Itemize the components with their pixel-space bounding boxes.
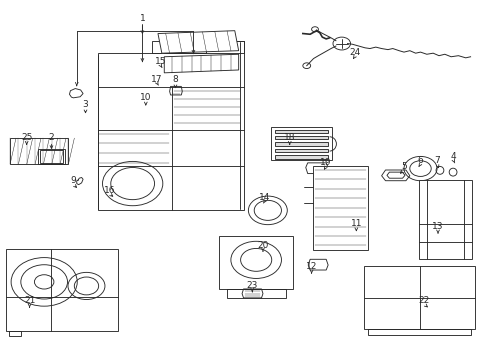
Text: 16: 16 bbox=[103, 185, 115, 194]
Polygon shape bbox=[164, 54, 238, 73]
Text: 20: 20 bbox=[257, 240, 268, 249]
Text: 21: 21 bbox=[24, 296, 35, 305]
Text: 17: 17 bbox=[151, 75, 163, 84]
Text: 11: 11 bbox=[350, 219, 361, 228]
Text: 8: 8 bbox=[172, 76, 178, 85]
Text: 3: 3 bbox=[82, 100, 88, 109]
Text: 25: 25 bbox=[21, 133, 32, 142]
Polygon shape bbox=[275, 130, 327, 133]
Polygon shape bbox=[363, 266, 474, 329]
Polygon shape bbox=[418, 180, 471, 259]
Polygon shape bbox=[312, 166, 368, 249]
Text: 9: 9 bbox=[70, 176, 76, 185]
Text: 10: 10 bbox=[140, 93, 151, 102]
Text: 6: 6 bbox=[417, 156, 423, 165]
Text: 14: 14 bbox=[259, 193, 270, 202]
Polygon shape bbox=[98, 41, 244, 210]
Text: 24: 24 bbox=[349, 48, 360, 57]
Text: 5: 5 bbox=[400, 162, 406, 171]
Text: 13: 13 bbox=[431, 222, 443, 231]
Polygon shape bbox=[275, 143, 327, 146]
Text: 18: 18 bbox=[284, 133, 295, 142]
Text: 4: 4 bbox=[450, 152, 455, 161]
Polygon shape bbox=[219, 236, 292, 289]
Polygon shape bbox=[271, 127, 331, 160]
Polygon shape bbox=[158, 31, 238, 53]
Polygon shape bbox=[275, 156, 327, 158]
Text: 7: 7 bbox=[433, 156, 439, 165]
Text: 1: 1 bbox=[139, 14, 145, 23]
Text: 19: 19 bbox=[320, 158, 331, 167]
Text: 2: 2 bbox=[49, 133, 54, 142]
Polygon shape bbox=[275, 136, 327, 139]
Text: 12: 12 bbox=[305, 262, 317, 271]
Text: 23: 23 bbox=[246, 281, 258, 290]
Polygon shape bbox=[6, 249, 118, 331]
Text: 22: 22 bbox=[418, 296, 429, 305]
Polygon shape bbox=[275, 149, 327, 152]
Circle shape bbox=[332, 37, 350, 50]
Text: 15: 15 bbox=[154, 57, 166, 66]
